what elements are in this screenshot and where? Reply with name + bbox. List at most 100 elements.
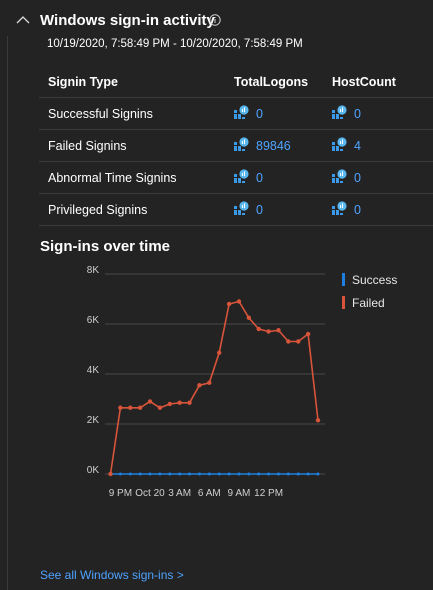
data-point-failed[interactable]	[187, 400, 192, 405]
data-point-failed[interactable]	[216, 350, 222, 355]
x-tick-label: 9 PM	[109, 488, 132, 499]
data-point-failed[interactable]	[157, 405, 163, 410]
data-point-success[interactable]	[138, 472, 142, 476]
data-point-failed[interactable]	[315, 418, 321, 423]
data-point-success[interactable]	[188, 472, 192, 476]
host-count-cell: 0	[332, 161, 433, 194]
sign-ins-chart: 0K 2K 4K 6K 8K 9 PM Oct 20 3 AM 6 AM 9 AM 12 PM	[87, 265, 325, 499]
data-point-success[interactable]	[128, 472, 132, 476]
host-count-cell: 0	[332, 193, 433, 226]
signin-type-cell: Abnormal Time Signins	[39, 161, 234, 194]
host-count-value: 0	[354, 170, 361, 185]
signin-table: Signin Type TotalLogons HostCount Succes…	[39, 66, 433, 226]
data-point-success[interactable]	[316, 472, 320, 476]
legend-swatch-failed	[342, 296, 345, 309]
data-point-success[interactable]	[158, 472, 162, 476]
table-header-row: Signin Type TotalLogons HostCount	[39, 66, 433, 98]
signin-type-cell: Failed Signins	[39, 129, 234, 162]
data-point-failed[interactable]	[147, 399, 153, 404]
data-point-success[interactable]	[306, 472, 310, 476]
data-point-failed[interactable]	[118, 405, 123, 410]
total-logons-value: 89846	[256, 138, 291, 153]
legend-item-failed[interactable]: Failed	[342, 291, 397, 314]
data-point-failed[interactable]	[137, 405, 143, 410]
host-count-value: 0	[354, 106, 361, 121]
data-point-success[interactable]	[296, 472, 300, 476]
x-tick-label: 9 AM	[228, 488, 251, 499]
data-point-success[interactable]	[237, 472, 241, 476]
workbook-icon	[234, 200, 249, 219]
table-row: Failed Signins 89846 4	[39, 129, 433, 162]
data-point-success[interactable]	[257, 472, 261, 476]
y-tick-label: 0K	[87, 465, 100, 476]
x-tick-label: 6 AM	[198, 488, 221, 499]
total-logons-value: 0	[256, 202, 263, 217]
data-point-success[interactable]	[118, 472, 122, 476]
see-all-windows-signins-link[interactable]: See all Windows sign-ins >	[40, 568, 184, 582]
data-point-success[interactable]	[276, 472, 280, 476]
data-point-failed[interactable]	[305, 331, 311, 337]
table-row: Successful Signins 0 0	[39, 97, 433, 130]
data-point-success[interactable]	[286, 472, 290, 476]
data-point-failed[interactable]	[236, 299, 242, 304]
data-point-failed[interactable]	[276, 328, 281, 333]
chevron-up-icon[interactable]	[15, 13, 31, 25]
data-point-success[interactable]	[267, 472, 271, 476]
data-point-success[interactable]	[217, 472, 221, 476]
workbook-icon	[332, 104, 347, 123]
data-point-failed[interactable]	[286, 339, 291, 344]
legend-item-success[interactable]: Success	[342, 268, 397, 291]
data-point-failed[interactable]	[296, 339, 301, 344]
data-point-success[interactable]	[227, 472, 231, 476]
data-point-success[interactable]	[207, 472, 211, 476]
total-logons-value: 0	[256, 170, 263, 185]
host-count-link[interactable]: 4	[332, 136, 361, 155]
y-tick-label: 8K	[87, 265, 100, 276]
column-header-signin-type: Signin Type	[39, 66, 234, 98]
data-point-failed[interactable]	[177, 400, 182, 405]
data-point-failed[interactable]	[266, 329, 271, 334]
host-count-value: 0	[354, 202, 361, 217]
workbook-icon	[234, 168, 249, 187]
signin-type-cell: Privileged Signins	[39, 193, 234, 226]
info-icon[interactable]	[209, 14, 221, 26]
data-point-failed[interactable]	[207, 380, 212, 385]
x-tick-label: 12 PM	[254, 488, 283, 499]
total-logons-cell: 89846	[234, 129, 332, 162]
data-point-success[interactable]	[247, 472, 251, 476]
data-point-success[interactable]	[168, 472, 172, 476]
y-tick-label: 6K	[87, 315, 100, 326]
data-point-failed[interactable]	[256, 326, 261, 332]
data-point-failed[interactable]	[246, 315, 252, 320]
total-logons-cell: 0	[234, 97, 332, 130]
chart-legend: Success Failed	[342, 268, 397, 314]
data-point-success[interactable]	[178, 472, 182, 476]
series-line-failed	[109, 300, 319, 475]
data-point-failed[interactable]	[226, 301, 232, 307]
total-logons-link[interactable]: 0	[234, 104, 263, 123]
data-point-success[interactable]	[197, 472, 201, 476]
data-point-failed[interactable]	[167, 401, 172, 407]
data-point-success[interactable]	[148, 472, 152, 476]
date-range: 10/19/2020, 7:58:49 PM - 10/20/2020, 7:5…	[47, 38, 303, 50]
data-point-failed[interactable]	[128, 405, 133, 410]
panel-left-rule	[7, 36, 8, 590]
data-point-failed[interactable]	[197, 383, 202, 388]
total-logons-link[interactable]: 0	[234, 200, 263, 219]
table-row: Abnormal Time Signins 0 0	[39, 161, 433, 194]
y-tick-label: 2K	[87, 415, 100, 426]
data-point-failed[interactable]	[108, 471, 113, 477]
host-count-link[interactable]: 0	[332, 104, 361, 123]
workbook-icon	[332, 136, 347, 155]
host-count-link[interactable]: 0	[332, 168, 361, 187]
legend-swatch-success	[342, 273, 345, 286]
workbook-icon	[332, 168, 347, 187]
y-tick-label: 4K	[87, 365, 100, 376]
total-logons-link[interactable]: 89846	[234, 136, 291, 155]
total-logons-link[interactable]: 0	[234, 168, 263, 187]
legend-label-success: Success	[352, 272, 398, 287]
host-count-value: 4	[354, 138, 361, 153]
total-logons-cell: 0	[234, 193, 332, 226]
host-count-link[interactable]: 0	[332, 200, 361, 219]
